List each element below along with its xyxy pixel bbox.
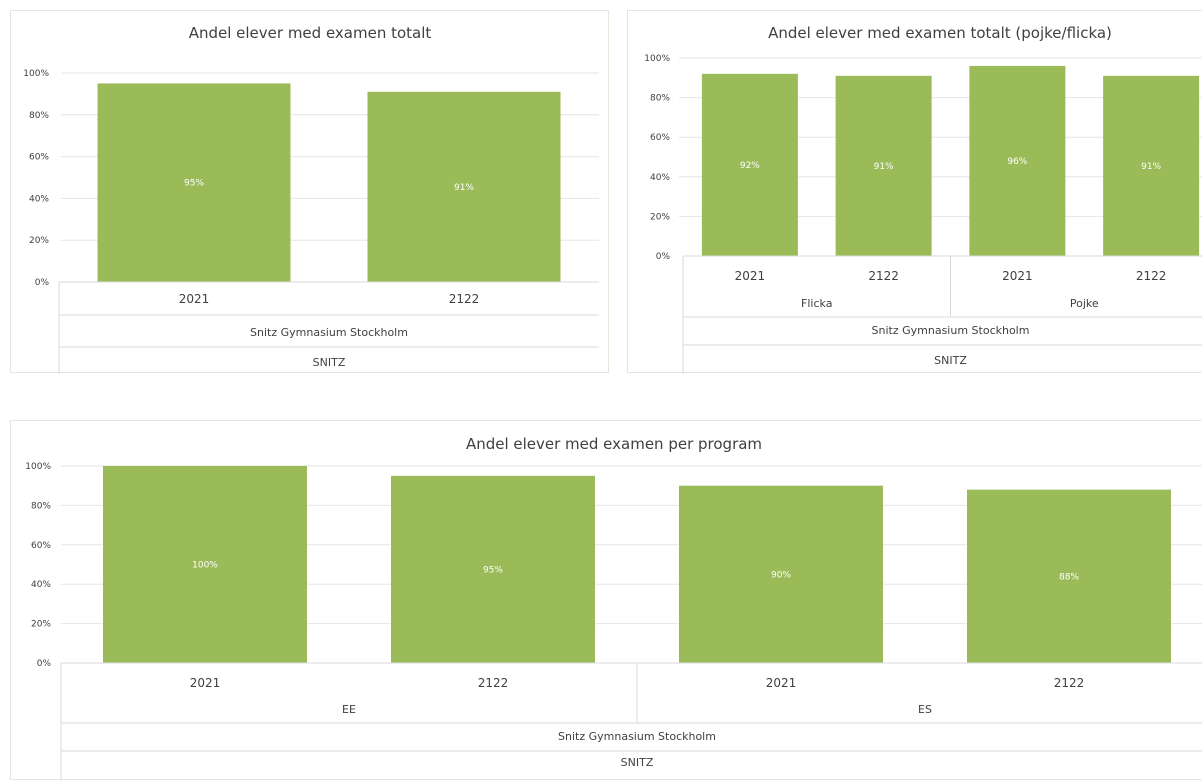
- chart-totalt: Andel elever med examen totalt 0% 20% 40% 60…: [23, 24, 599, 374]
- x-category-label: 2021: [735, 269, 766, 283]
- school-label: Snitz Gymnasium Stockholm: [872, 324, 1030, 337]
- bar: [103, 466, 307, 663]
- bar: [969, 65, 1066, 256]
- data-label: 96%: [1007, 157, 1027, 167]
- y-tick-label: 100%: [23, 69, 49, 79]
- data-label: 91%: [1141, 162, 1161, 172]
- chart-panel-program: Andel elever med examen per program 0% 20%…: [10, 420, 1202, 781]
- chart-panel-totalt: Andel elever med examen totalt 0% 20% 40% 60…: [10, 10, 609, 374]
- x-category-label: 2122: [478, 676, 509, 690]
- x-category-label: 2021: [766, 676, 797, 690]
- y-tick-label: 0%: [37, 659, 52, 669]
- x-category-label: 2122: [1054, 676, 1085, 690]
- org-label: SNITZ: [313, 356, 346, 369]
- chart-title: Andel elever med examen per program: [466, 435, 762, 453]
- bar: [97, 83, 291, 282]
- y-tick-label: 60%: [650, 133, 670, 143]
- bar: [967, 489, 1171, 663]
- data-label: 95%: [483, 565, 503, 575]
- y-tick-label: 0%: [35, 278, 50, 288]
- chart-title: Andel elever med examen totalt: [189, 24, 432, 42]
- bar: [391, 475, 595, 663]
- y-tick-label: 20%: [29, 236, 49, 246]
- y-tick-label: 40%: [31, 580, 51, 590]
- y-tick-label: 40%: [650, 173, 670, 183]
- y-tick-label: 0%: [656, 252, 671, 262]
- school-label: Snitz Gymnasium Stockholm: [250, 326, 408, 339]
- group-label: Pojke: [1070, 297, 1099, 310]
- chart-panel-kon: Andel elever med examen totalt (pojke/fl…: [627, 10, 1202, 374]
- x-category-label: 2021: [190, 676, 221, 690]
- org-label: SNITZ: [934, 354, 967, 367]
- data-label: 88%: [1059, 572, 1079, 582]
- data-label: 91%: [454, 183, 474, 193]
- data-label: 92%: [740, 161, 760, 171]
- bar: [835, 75, 932, 256]
- x-category-label: 2021: [179, 292, 210, 306]
- bar: [701, 73, 798, 256]
- group-label: ES: [918, 703, 932, 716]
- y-tick-label: 60%: [29, 153, 49, 163]
- y-tick-label: 100%: [25, 462, 51, 472]
- data-label: 90%: [771, 570, 791, 580]
- data-label: 91%: [874, 162, 894, 172]
- data-label: 95%: [184, 179, 204, 189]
- bar: [367, 91, 561, 282]
- chart-title: Andel elever med examen totalt (pojke/fl…: [768, 24, 1112, 42]
- x-category-label: 2021: [1002, 269, 1033, 283]
- y-tick-label: 20%: [31, 620, 51, 630]
- y-tick-label: 20%: [650, 212, 670, 222]
- y-tick-label: 100%: [644, 54, 670, 64]
- chart-program: Andel elever med examen per program 0% 20%…: [25, 435, 1202, 781]
- org-label: SNITZ: [621, 756, 654, 769]
- x-category-label: 2122: [1136, 269, 1167, 283]
- chart-kon: Andel elever med examen totalt (pojke/fl…: [644, 24, 1202, 374]
- bar: [1103, 75, 1200, 256]
- bar: [679, 485, 883, 663]
- data-label: 100%: [192, 561, 218, 571]
- y-tick-label: 80%: [29, 111, 49, 121]
- y-tick-label: 60%: [31, 541, 51, 551]
- group-label: Flicka: [801, 297, 832, 310]
- x-category-label: 2122: [868, 269, 899, 283]
- y-tick-label: 80%: [31, 501, 51, 511]
- school-label: Snitz Gymnasium Stockholm: [558, 730, 716, 743]
- x-category-label: 2122: [449, 292, 480, 306]
- y-tick-label: 40%: [29, 194, 49, 204]
- y-tick-label: 80%: [650, 94, 670, 104]
- group-label: EE: [342, 703, 356, 716]
